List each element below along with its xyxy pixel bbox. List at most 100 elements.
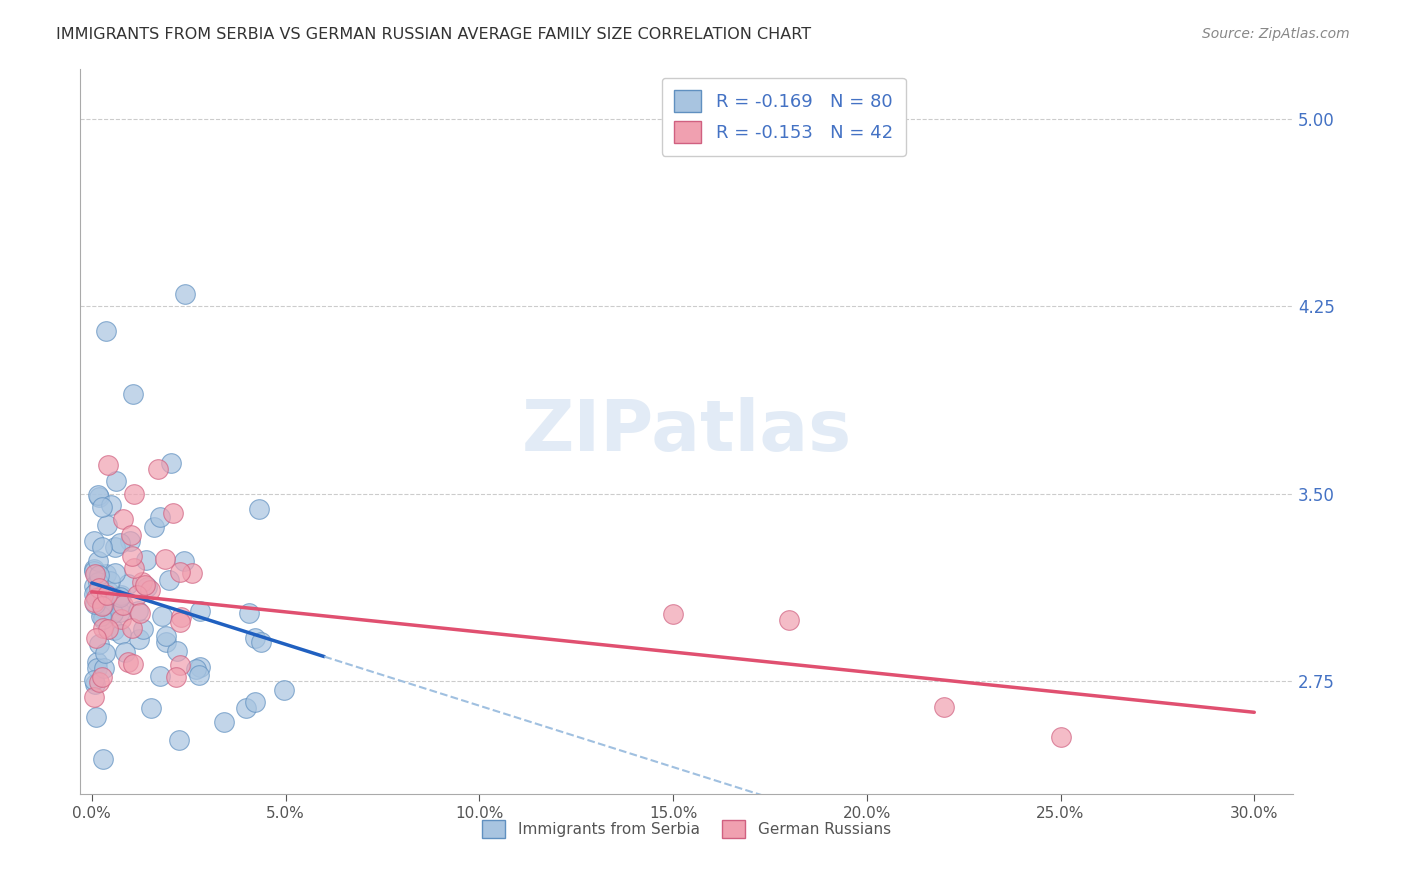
- Point: [108, 605, 131, 619]
- Point: [188, 604, 211, 618]
- Point: [778, 613, 800, 627]
- Point: [165, 670, 187, 684]
- Point: [83, 565, 105, 579]
- Point: [134, 578, 156, 592]
- Point: [96, 588, 118, 602]
- Point: [98, 574, 121, 588]
- Point: [90, 541, 112, 555]
- Point: [155, 629, 177, 643]
- Point: [934, 700, 956, 714]
- Point: [84, 677, 107, 691]
- Point: [91, 752, 114, 766]
- Point: [162, 506, 184, 520]
- Point: [273, 682, 295, 697]
- Point: [112, 512, 135, 526]
- Point: [190, 660, 212, 674]
- Point: [153, 552, 176, 566]
- Point: [110, 627, 132, 641]
- Point: [101, 606, 124, 620]
- Point: [87, 589, 110, 603]
- Point: [169, 658, 191, 673]
- Point: [87, 567, 110, 582]
- Point: [243, 632, 266, 646]
- Point: [83, 595, 105, 609]
- Point: [87, 488, 110, 502]
- Point: [149, 509, 172, 524]
- Point: [87, 675, 110, 690]
- Point: [86, 661, 108, 675]
- Text: ZIPatlas: ZIPatlas: [522, 397, 852, 466]
- Point: [83, 579, 105, 593]
- Point: [91, 601, 114, 615]
- Point: [166, 643, 188, 657]
- Point: [174, 286, 197, 301]
- Point: [87, 575, 110, 590]
- Point: [155, 635, 177, 649]
- Text: Source: ZipAtlas.com: Source: ZipAtlas.com: [1202, 27, 1350, 41]
- Point: [159, 456, 181, 470]
- Point: [114, 645, 136, 659]
- Point: [169, 615, 191, 629]
- Point: [83, 673, 105, 688]
- Point: [97, 458, 120, 472]
- Point: [121, 386, 143, 401]
- Point: [170, 610, 193, 624]
- Point: [117, 655, 139, 669]
- Point: [146, 462, 169, 476]
- Point: [173, 554, 195, 568]
- Point: [139, 700, 162, 714]
- Point: [110, 588, 132, 602]
- Point: [127, 604, 149, 618]
- Point: [129, 606, 152, 620]
- Point: [186, 662, 208, 676]
- Point: [247, 502, 270, 516]
- Point: [91, 612, 114, 626]
- Point: [1049, 730, 1071, 744]
- Point: [105, 475, 128, 489]
- Point: [84, 591, 107, 606]
- Point: [131, 574, 153, 589]
- Point: [117, 577, 139, 591]
- Point: [110, 598, 132, 612]
- Point: [83, 534, 105, 549]
- Point: [98, 584, 121, 599]
- Point: [83, 690, 105, 704]
- Point: [91, 670, 114, 684]
- Point: [249, 635, 271, 649]
- Point: [94, 646, 117, 660]
- Point: [108, 590, 131, 604]
- Point: [212, 714, 235, 729]
- Point: [167, 732, 190, 747]
- Point: [111, 599, 134, 613]
- Point: [150, 608, 173, 623]
- Point: [97, 622, 120, 636]
- Point: [89, 491, 111, 505]
- Point: [100, 498, 122, 512]
- Point: [135, 552, 157, 566]
- Point: [90, 599, 112, 613]
- Point: [157, 573, 180, 587]
- Point: [87, 581, 110, 595]
- Point: [104, 541, 127, 555]
- Point: [93, 598, 115, 612]
- Point: [96, 517, 118, 532]
- Point: [103, 623, 125, 637]
- Point: [169, 566, 191, 580]
- Point: [187, 668, 209, 682]
- Point: [121, 549, 143, 563]
- Point: [83, 562, 105, 576]
- Point: [84, 632, 107, 646]
- Point: [86, 554, 108, 568]
- Point: [103, 566, 125, 581]
- Point: [238, 606, 260, 620]
- Point: [243, 695, 266, 709]
- Point: [110, 612, 132, 626]
- Point: [108, 536, 131, 550]
- Point: [136, 580, 159, 594]
- Point: [143, 520, 166, 534]
- Point: [94, 566, 117, 581]
- Point: [96, 324, 118, 338]
- Point: [91, 500, 114, 514]
- Point: [235, 701, 257, 715]
- Point: [181, 566, 204, 581]
